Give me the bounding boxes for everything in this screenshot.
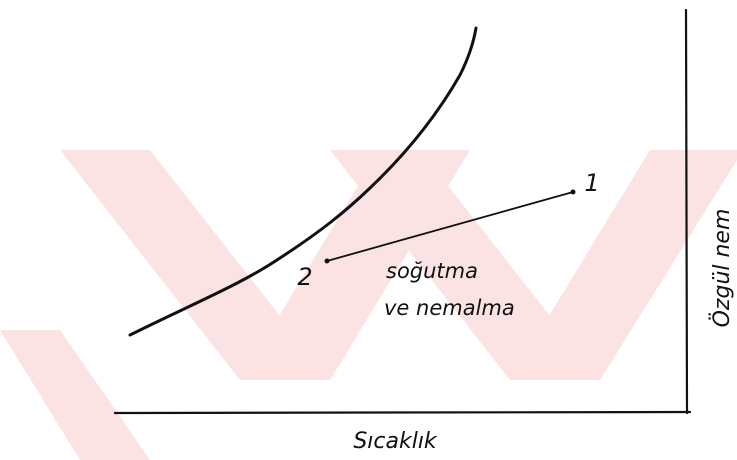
y-axis-label: Özgül nem <box>709 209 735 328</box>
y-axis <box>684 8 689 415</box>
point-label: 2 <box>297 263 312 291</box>
x-axis <box>113 410 692 415</box>
process-label: soğutma <box>386 259 478 283</box>
saturation-curve <box>128 26 478 337</box>
x-axis-label: Sıcaklık <box>353 429 438 454</box>
process-line <box>326 191 574 262</box>
point-label: 1 <box>584 169 599 197</box>
process-label: ve nemalma <box>384 296 515 320</box>
watermark <box>0 150 737 460</box>
point-marker <box>570 189 576 195</box>
point-marker <box>324 258 330 264</box>
